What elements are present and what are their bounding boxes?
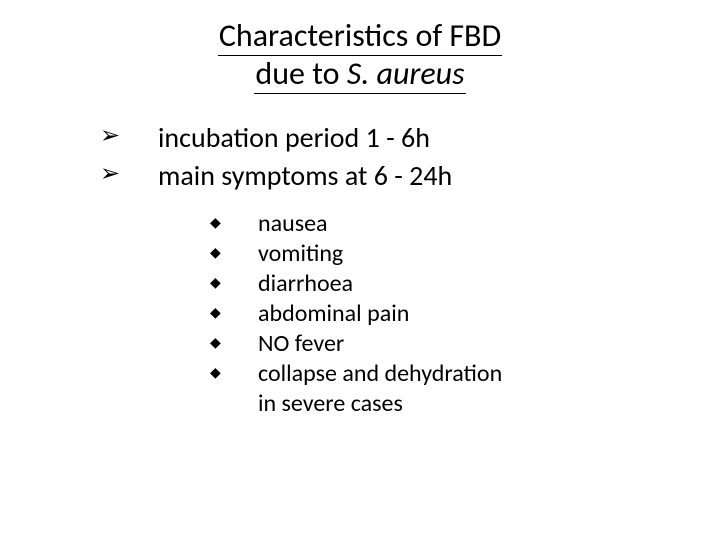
title-block: Characteristics of FBD due to S. aureus <box>40 18 680 94</box>
lvl2-text: diarrhoea <box>258 269 353 299</box>
lvl2-text: NO fever <box>258 329 344 359</box>
list-item: ➢incubation period 1 - 6h <box>100 120 680 155</box>
lvl1-text: incubation period 1 - 6h <box>158 120 430 155</box>
diamond-icon: ◆ <box>210 209 258 237</box>
arrow-icon: ➢ <box>100 158 158 189</box>
list-item: ◆ nausea <box>210 209 680 239</box>
diamond-icon: ◆ <box>210 299 258 327</box>
sub-list: ◆ nausea ◆vomiting ◆diarrhoea ◆abdominal… <box>210 209 680 419</box>
arrow-icon: ➢ <box>100 120 158 151</box>
list-item: ◆ collapse and dehydration in severe cas… <box>210 359 680 419</box>
title-line-2: due to S. aureus <box>254 56 465 94</box>
list-item: ➢main symptoms at 6 - 24h <box>100 158 680 193</box>
lvl2-text: abdominal pain <box>258 299 409 329</box>
diamond-icon: ◆ <box>210 359 258 387</box>
list-item: ◆abdominal pain <box>210 299 680 329</box>
slide: Characteristics of FBD due to S. aureus … <box>0 0 720 540</box>
title-line-2-italic: S. aureus <box>347 54 465 93</box>
lvl2-text: collapse and dehydration <box>258 359 502 389</box>
lvl1-text: main symptoms at 6 - 24h <box>158 158 452 193</box>
lvl2-text: vomiting <box>258 239 343 269</box>
diamond-icon: ◆ <box>210 239 258 267</box>
list-item: ◆vomiting <box>210 239 680 269</box>
diamond-icon: ◆ <box>210 269 258 297</box>
list-item: ◆NO fever <box>210 329 680 359</box>
title-line-2-pre: due to <box>255 54 346 93</box>
lvl2-text-cont: in severe cases <box>258 389 680 419</box>
list-item: ◆diarrhoea <box>210 269 680 299</box>
title-line-1: Characteristics of FBD <box>218 18 502 56</box>
lvl2-text: nausea <box>258 209 328 239</box>
diamond-icon: ◆ <box>210 329 258 357</box>
